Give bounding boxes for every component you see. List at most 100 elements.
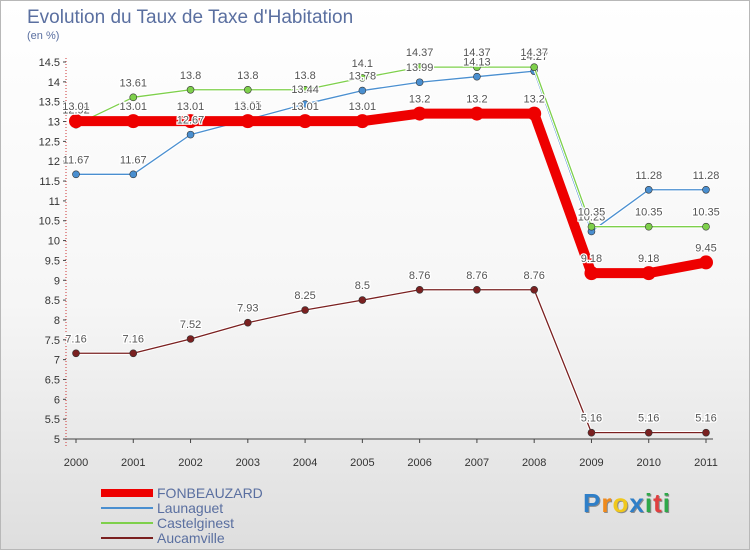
data-label: 5.16 bbox=[638, 413, 659, 425]
legend-label: Launaguet bbox=[157, 500, 224, 516]
y-tick-label: 7 bbox=[54, 355, 60, 367]
data-label: 13.01 bbox=[177, 101, 205, 113]
data-label: 13.8 bbox=[180, 70, 201, 82]
data-point bbox=[301, 306, 309, 314]
data-label: 11.67 bbox=[120, 154, 147, 166]
series-line-launaguet bbox=[75, 70, 707, 233]
data-label: 12.67 bbox=[177, 115, 205, 127]
data-label: 14.13 bbox=[463, 57, 491, 69]
legend-swatch bbox=[101, 489, 153, 497]
data-point bbox=[644, 185, 653, 194]
data-point bbox=[702, 222, 710, 231]
series-line-fonbeauzard bbox=[71, 108, 711, 279]
legend-label: Castelginest bbox=[157, 515, 235, 531]
data-label: 13.05 bbox=[234, 100, 262, 112]
y-tick-label: 10 bbox=[48, 236, 60, 248]
data-label: 7.93 bbox=[237, 303, 258, 315]
data-point bbox=[415, 78, 424, 87]
data-label: 13.61 bbox=[120, 77, 148, 89]
data-label: 13.01 bbox=[120, 101, 148, 113]
x-tick-label: 2005 bbox=[350, 457, 374, 469]
data-label: 14.37 bbox=[463, 47, 491, 59]
data-label: 11.28 bbox=[635, 170, 662, 182]
legend-swatch bbox=[101, 537, 153, 539]
data-point bbox=[699, 255, 713, 270]
y-tick-label: 6.5 bbox=[45, 374, 60, 386]
y-tick-label: 14.5 bbox=[39, 57, 60, 69]
x-tick-label: 2003 bbox=[236, 457, 260, 469]
data-label: 7.52 bbox=[180, 319, 201, 331]
data-point bbox=[129, 93, 138, 102]
data-label: 10.23 bbox=[578, 211, 606, 223]
x-tick-label: 2001 bbox=[121, 457, 145, 469]
data-label: 13.8 bbox=[294, 70, 315, 82]
data-point bbox=[186, 85, 195, 94]
data-label: 13.2 bbox=[523, 94, 544, 106]
data-label: 8.76 bbox=[409, 270, 430, 282]
data-point bbox=[702, 185, 710, 194]
data-label: 10.35 bbox=[578, 207, 606, 219]
series-halo-aucamville bbox=[76, 288, 706, 435]
y-tick-label: 8.5 bbox=[45, 295, 60, 307]
data-point bbox=[244, 318, 252, 327]
data-point bbox=[240, 114, 255, 129]
data-label: 11.67 bbox=[63, 154, 90, 166]
data-point bbox=[72, 170, 80, 179]
x-tick-label: 2009 bbox=[579, 457, 603, 469]
data-label: 13.01 bbox=[291, 101, 319, 113]
data-label: 13.99 bbox=[406, 62, 434, 74]
data-point bbox=[473, 285, 481, 294]
data-label: 14.27 bbox=[520, 51, 548, 63]
x-tick-label: 2011 bbox=[694, 457, 718, 469]
chart-title: Evolution du Taux de Taxe d'Habitation bbox=[27, 7, 354, 28]
data-label: 14.37 bbox=[406, 47, 434, 59]
y-tick-label: 5 bbox=[54, 434, 60, 446]
data-label: 9.45 bbox=[695, 242, 716, 254]
data-point bbox=[527, 106, 542, 121]
y-tick-label: 11.5 bbox=[39, 176, 60, 188]
data-label: 9.18 bbox=[581, 253, 602, 265]
logo-letter: i bbox=[644, 488, 654, 518]
data-label: 5.16 bbox=[695, 413, 716, 425]
data-label: 13.2 bbox=[466, 94, 487, 106]
data-label: 5.16 bbox=[581, 413, 602, 425]
x-tick-label: 2006 bbox=[407, 457, 431, 469]
series-line-castelginest bbox=[75, 66, 707, 228]
y-tick-label: 13.5 bbox=[39, 97, 60, 109]
data-point bbox=[183, 114, 198, 129]
data-label: 10.35 bbox=[635, 207, 663, 219]
data-point bbox=[72, 349, 80, 358]
data-label: 8.76 bbox=[466, 270, 487, 282]
data-point bbox=[358, 296, 367, 304]
logo-letter: r bbox=[601, 488, 613, 518]
y-tick-label: 9 bbox=[54, 275, 60, 287]
data-label: 13.8 bbox=[237, 70, 258, 82]
data-label: 14.1 bbox=[352, 58, 373, 70]
axes: 5 5.5 6 6.5 7 7.5 8 8.5 9 9.5 10 10.5 11 11.5 12 12.5 13… bbox=[39, 57, 718, 469]
data-point bbox=[587, 222, 596, 231]
data-label: 13.01 bbox=[62, 101, 90, 113]
y-tick-label: 13 bbox=[48, 117, 60, 129]
x-tick-label: 2007 bbox=[465, 457, 489, 469]
data-label: 7.16 bbox=[65, 333, 86, 345]
data-point bbox=[301, 85, 309, 94]
y-tick-label: 11 bbox=[49, 196, 60, 208]
data-point bbox=[584, 266, 599, 281]
data-label: 13.01 bbox=[234, 101, 262, 113]
data-label: 7.16 bbox=[123, 333, 144, 345]
y-tick-label: 10.5 bbox=[39, 216, 60, 228]
y-tick-label: 6 bbox=[54, 394, 60, 406]
y-tick-label: 5.5 bbox=[45, 414, 60, 426]
data-point bbox=[415, 285, 424, 294]
legend-swatch bbox=[101, 507, 153, 509]
series-lines bbox=[69, 63, 713, 437]
data-label: 8.76 bbox=[523, 270, 544, 282]
series-line-aucamville bbox=[75, 289, 707, 434]
data-label: 13.44 bbox=[291, 84, 319, 96]
unit-label: (en %) bbox=[27, 30, 60, 42]
data-label: 14.37 bbox=[520, 47, 548, 59]
y-tick-label: 8 bbox=[54, 315, 60, 327]
data-point bbox=[473, 63, 481, 71]
y-tick-label: 14 bbox=[48, 77, 60, 89]
